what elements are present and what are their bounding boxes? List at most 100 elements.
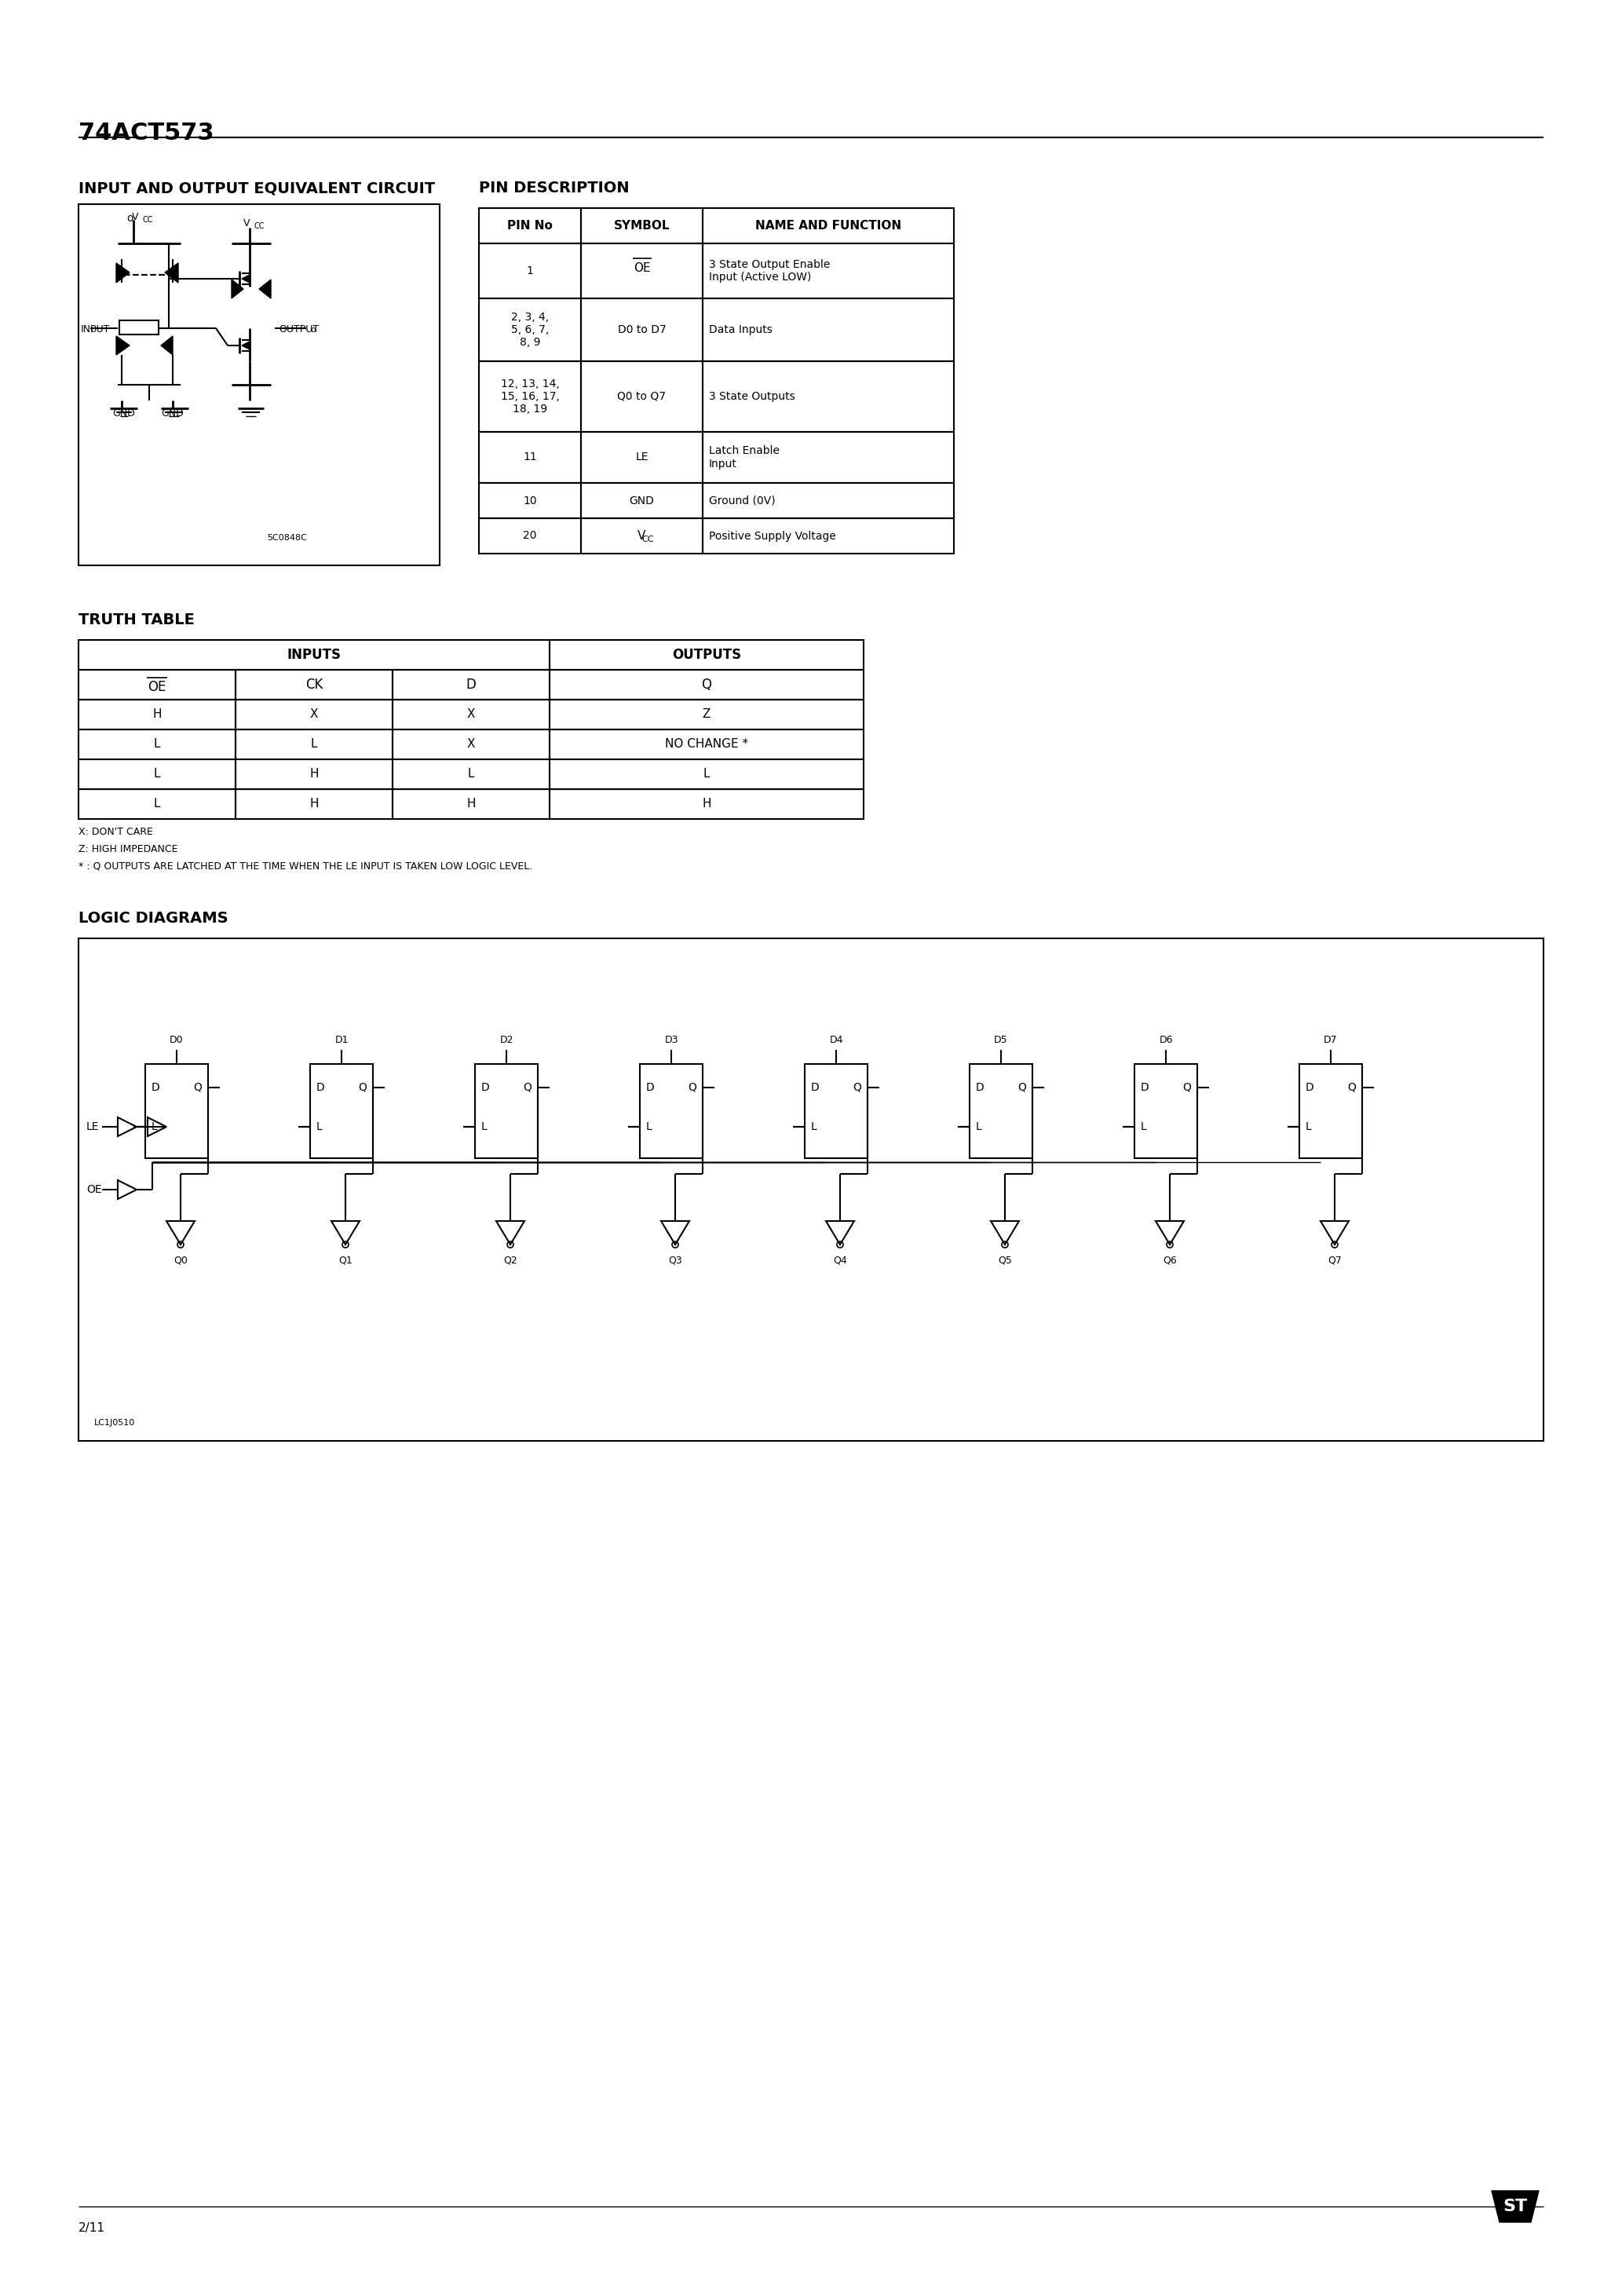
Text: D: D [1140, 1081, 1148, 1093]
Text: L: L [482, 1120, 487, 1132]
Text: D7: D7 [1324, 1035, 1338, 1045]
Bar [581, 482, 702, 519]
Text: D6: D6 [1160, 1035, 1173, 1045]
Text: GND: GND [629, 496, 654, 505]
Polygon shape [260, 280, 271, 298]
Text: INPUTS: INPUTS [287, 647, 341, 661]
Text: D: D [811, 1081, 819, 1093]
Text: Ground (0V): Ground (0V) [709, 496, 775, 505]
Text: L: L [976, 1120, 981, 1132]
Text: D: D [151, 1081, 161, 1093]
Bar [581, 519, 702, 553]
Bar [478, 432, 581, 482]
Text: 3 State Output Enable
Input (Active LOW): 3 State Output Enable Input (Active LOW) [709, 259, 830, 282]
Text: L: L [646, 1120, 652, 1132]
Bar [581, 298, 702, 360]
Text: D2: D2 [500, 1035, 513, 1045]
Text: OUTPUT: OUTPUT [279, 324, 320, 335]
Bar [120, 321, 159, 335]
Text: SYMBOL: SYMBOL [613, 220, 670, 232]
Text: Q5: Q5 [998, 1256, 1012, 1265]
Bar [639, 1063, 702, 1157]
Bar [78, 641, 550, 670]
Bar [550, 760, 863, 790]
Bar [393, 790, 550, 820]
Bar [550, 700, 863, 730]
Polygon shape [117, 335, 130, 356]
Text: LOGIC DIAGRAMS: LOGIC DIAGRAMS [78, 912, 229, 925]
Text: L: L [704, 769, 710, 781]
Polygon shape [165, 264, 178, 282]
Text: L: L [311, 739, 318, 751]
Bar [550, 790, 863, 820]
Bar [475, 1063, 539, 1157]
Bar [146, 1063, 208, 1157]
Bar [78, 730, 235, 760]
Text: H: H [702, 799, 710, 810]
Text: CC: CC [642, 535, 654, 542]
Text: H: H [310, 769, 318, 781]
Text: * : Q OUTPUTS ARE LATCHED AT THE TIME WHEN THE LE INPUT IS TAKEN LOW LOGIC LEVEL: * : Q OUTPUTS ARE LATCHED AT THE TIME WH… [78, 861, 532, 872]
Text: NAME AND FUNCTION: NAME AND FUNCTION [756, 220, 902, 232]
Text: GND: GND [112, 409, 135, 418]
Bar [235, 730, 393, 760]
Bar [478, 482, 581, 519]
Text: Q: Q [193, 1081, 201, 1093]
Text: Latch Enable
Input: Latch Enable Input [709, 445, 780, 468]
Bar [805, 1063, 868, 1157]
Bar [310, 1063, 373, 1157]
Polygon shape [161, 335, 172, 356]
Text: Q: Q [522, 1081, 532, 1093]
Text: INPUT: INPUT [81, 324, 110, 335]
Text: D: D [976, 1081, 985, 1093]
Text: CK: CK [305, 677, 323, 691]
Text: Q: Q [1017, 1081, 1027, 1093]
Bar [78, 700, 235, 730]
Text: L: L [1140, 1120, 1147, 1132]
Text: Z: Z [702, 709, 710, 721]
Bar [235, 670, 393, 700]
Text: 12, 13, 14,
15, 16, 17,
18, 19: 12, 13, 14, 15, 16, 17, 18, 19 [501, 379, 560, 416]
Bar [78, 670, 235, 700]
Bar [78, 790, 235, 820]
Text: Q0: Q0 [174, 1256, 188, 1265]
Bar [550, 641, 863, 670]
Text: V: V [131, 211, 138, 223]
Text: D5: D5 [994, 1035, 1007, 1045]
Bar [550, 670, 863, 700]
Bar [393, 700, 550, 730]
Text: CC: CC [143, 216, 154, 223]
Text: L: L [154, 739, 161, 751]
Bar [581, 209, 702, 243]
Text: CC: CC [255, 223, 264, 230]
Text: D0 to D7: D0 to D7 [618, 324, 667, 335]
Text: 20: 20 [522, 530, 537, 542]
Text: H: H [310, 799, 318, 810]
Text: OUTPUTS: OUTPUTS [672, 647, 741, 661]
Text: PIN DESCRIPTION: PIN DESCRIPTION [478, 181, 629, 195]
Bar [1299, 1063, 1362, 1157]
Bar [702, 519, 954, 553]
Bar [1134, 1063, 1197, 1157]
Text: Q: Q [853, 1081, 861, 1093]
Text: L: L [316, 1120, 323, 1132]
Text: 10: 10 [522, 496, 537, 505]
Text: X: DON'T CARE: X: DON'T CARE [78, 827, 152, 838]
Polygon shape [232, 280, 243, 298]
Text: 3 State Outputs: 3 State Outputs [709, 390, 795, 402]
Text: Q2: Q2 [503, 1256, 517, 1265]
Bar [78, 939, 1544, 1442]
Bar [235, 790, 393, 820]
Polygon shape [242, 276, 250, 282]
Bar [550, 730, 863, 760]
Text: 11: 11 [522, 452, 537, 464]
Bar [702, 209, 954, 243]
Text: Q: Q [701, 677, 712, 691]
Bar [702, 360, 954, 432]
Polygon shape [242, 342, 250, 349]
Text: L: L [154, 769, 161, 781]
Text: 5C0848C: 5C0848C [268, 535, 307, 542]
Text: Q: Q [688, 1081, 696, 1093]
Text: D: D [482, 1081, 490, 1093]
Bar [970, 1063, 1032, 1157]
